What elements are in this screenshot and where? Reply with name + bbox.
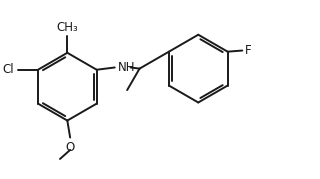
Text: O: O [66,141,75,154]
Text: CH₃: CH₃ [56,21,78,34]
Text: Cl: Cl [3,63,14,76]
Text: F: F [244,44,251,57]
Text: NH: NH [118,61,136,74]
